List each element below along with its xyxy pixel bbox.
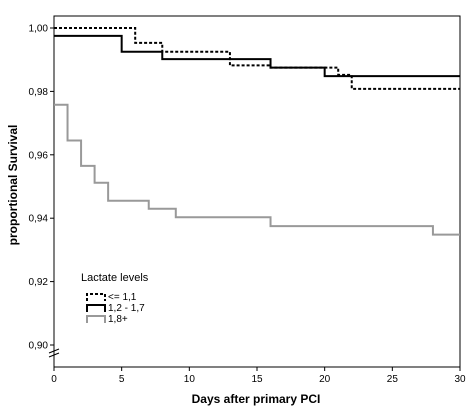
- x-tick-label: 15: [251, 374, 263, 385]
- series-line-2: [54, 34, 460, 78]
- x-tick-label: 20: [319, 374, 331, 385]
- y-tick-label: 1,00: [29, 24, 49, 35]
- y-tick-label: 0,90: [29, 341, 49, 352]
- legend-item-label: 1,2 - 1,7: [108, 303, 145, 314]
- x-tick-label: 5: [119, 374, 125, 385]
- y-tick-label: 0,94: [29, 214, 49, 225]
- y-tick-label: 0,96: [29, 150, 49, 161]
- series-line-1: [54, 27, 460, 90]
- legend-item-label: <= 1,1: [108, 292, 137, 303]
- x-tick-label: 10: [184, 374, 196, 385]
- legend-symbol: [86, 293, 106, 301]
- axes: 0 5 10 15 20 25 30 0,90 0,92 0,94 0,96 0,98 1,00: [29, 15, 466, 385]
- series-layer: [54, 27, 460, 236]
- legend-symbol: [86, 304, 106, 312]
- x-axis-title: Days after primary PCI: [192, 392, 321, 406]
- x-tick-label: 25: [387, 374, 399, 385]
- x-tick-label: 0: [51, 374, 57, 385]
- series-line-3: [54, 103, 460, 236]
- legend: Lactate levels <= 1,11,2 - 1,71,8+: [81, 272, 149, 325]
- axis-break-mark: [48, 348, 60, 354]
- legend-item-label: 1,8+: [108, 314, 128, 325]
- x-tick-label: 30: [454, 374, 466, 385]
- legend-title: Lactate levels: [81, 272, 149, 284]
- y-tick-label: 0,92: [29, 277, 49, 288]
- y-axis-title: proportional Survival: [6, 125, 20, 246]
- y-tick-label: 0,98: [29, 87, 49, 98]
- axis-break-mark: [48, 352, 60, 358]
- legend-symbol: [86, 315, 106, 323]
